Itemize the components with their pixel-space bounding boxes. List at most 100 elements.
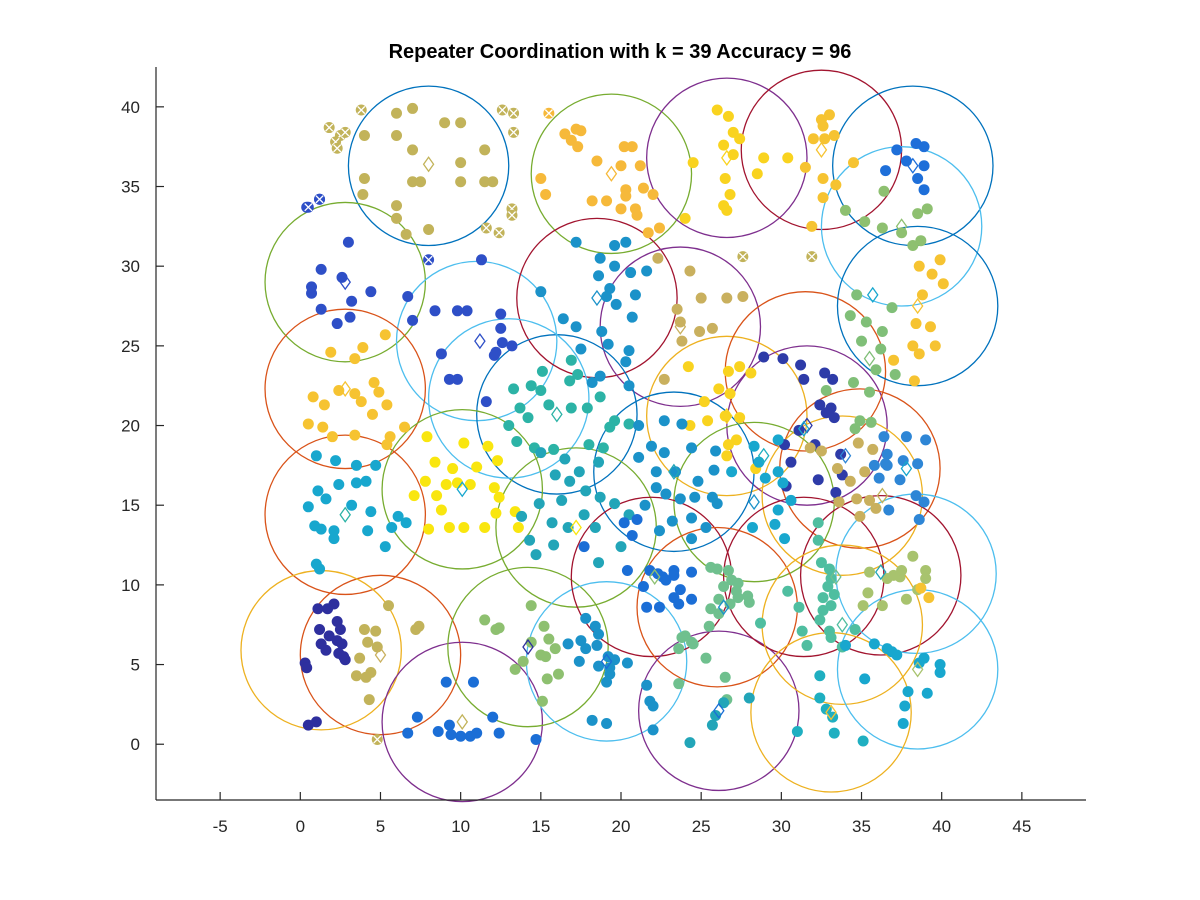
data-point	[924, 321, 936, 333]
data-point	[637, 182, 649, 194]
data-point	[673, 678, 685, 690]
data-point	[700, 522, 712, 534]
data-point	[310, 716, 322, 728]
data-point	[915, 235, 927, 247]
coverage-circle	[395, 260, 558, 422]
data-point	[593, 557, 605, 569]
data-point	[880, 165, 892, 177]
x-tick-label: 5	[376, 817, 385, 836]
data-point	[849, 423, 861, 435]
data-point	[562, 638, 574, 650]
repeater-marker	[911, 661, 924, 678]
data-point	[310, 450, 322, 462]
data-point	[633, 451, 645, 463]
data-point	[391, 107, 403, 119]
data-point	[419, 475, 431, 487]
y-tick-label: 5	[131, 656, 140, 675]
data-point	[687, 638, 699, 650]
data-point	[517, 655, 529, 667]
data-point	[451, 305, 463, 317]
data-point	[653, 525, 665, 537]
data-point	[856, 335, 868, 347]
data-point	[480, 396, 492, 408]
y-tick-label: 0	[131, 735, 140, 754]
repeater-markers	[339, 141, 924, 731]
data-point	[878, 431, 890, 443]
data-point	[676, 418, 688, 430]
data-point	[820, 384, 832, 396]
repeater-marker	[895, 218, 908, 235]
repeater-marker	[866, 286, 879, 303]
data-point	[668, 569, 680, 581]
data-point	[315, 523, 327, 535]
data-point	[533, 498, 545, 510]
data-point	[755, 617, 766, 629]
data-point	[318, 399, 330, 411]
data-point	[601, 676, 613, 688]
data-point	[708, 464, 720, 476]
data-point	[726, 466, 738, 478]
data-point	[886, 646, 898, 658]
data-point	[639, 499, 651, 511]
data-point	[785, 494, 797, 506]
data-point	[686, 566, 698, 578]
data-point	[796, 625, 808, 637]
uncovered-point-cross	[333, 144, 342, 153]
data-point	[921, 687, 933, 699]
data-point	[896, 565, 908, 577]
data-point	[730, 434, 742, 446]
data-point	[325, 346, 337, 358]
data-point	[323, 630, 335, 642]
data-point	[609, 260, 621, 272]
data-point	[710, 445, 722, 457]
data-point	[876, 600, 888, 612]
data-point	[573, 655, 585, 667]
data-point	[399, 421, 411, 433]
data-point	[549, 643, 561, 655]
coverage-circle	[264, 308, 427, 470]
data-point	[594, 491, 606, 503]
data-point	[743, 596, 755, 608]
data-point	[328, 533, 340, 545]
coverage-circle	[381, 641, 544, 803]
data-point	[724, 188, 736, 200]
data-point	[575, 343, 587, 355]
data-point	[464, 478, 476, 490]
data-point	[819, 367, 831, 379]
data-point	[673, 598, 685, 610]
data-point	[815, 445, 827, 457]
data-point	[570, 236, 582, 248]
data-point	[910, 490, 922, 502]
coverage-circle	[820, 146, 983, 307]
repeater-marker	[339, 506, 352, 523]
data-point	[512, 522, 524, 534]
data-point	[355, 396, 367, 408]
data-point	[564, 375, 576, 387]
x-tick-label: 0	[296, 817, 305, 836]
data-point	[873, 472, 885, 484]
data-point	[315, 303, 327, 315]
data-point	[647, 700, 659, 712]
data-point	[411, 711, 423, 723]
x-tick-label: 20	[612, 817, 631, 836]
repeater-marker	[456, 713, 469, 731]
data-point	[580, 612, 592, 624]
data-point	[902, 686, 914, 698]
data-point	[772, 466, 784, 478]
data-point	[495, 322, 507, 334]
data-point	[848, 377, 859, 389]
data-point	[650, 482, 662, 494]
data-point	[495, 308, 507, 320]
data-point	[445, 729, 457, 741]
data-point	[312, 603, 324, 615]
data-point	[819, 133, 831, 145]
data-point	[859, 466, 871, 478]
data-point	[878, 185, 890, 197]
data-point	[328, 598, 340, 610]
repeater-marker	[876, 487, 889, 504]
data-point	[413, 620, 425, 632]
data-point	[713, 593, 725, 605]
data-point	[686, 512, 698, 524]
data-point	[876, 222, 888, 234]
data-point	[536, 695, 548, 707]
